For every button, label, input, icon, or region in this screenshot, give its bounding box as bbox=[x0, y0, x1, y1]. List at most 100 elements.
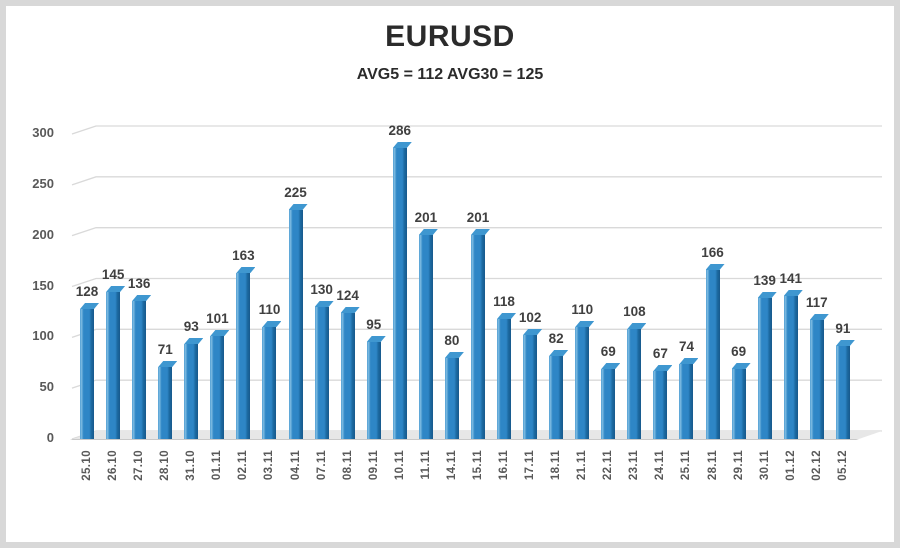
bar-value-label: 95 bbox=[366, 317, 382, 332]
bar-slot: 166 bbox=[700, 118, 726, 439]
x-tick-label: 07.11 bbox=[315, 450, 328, 481]
bar-slot: 118 bbox=[491, 118, 517, 439]
y-tick-label: 200 bbox=[32, 226, 54, 242]
bar-slot: 136 bbox=[126, 118, 152, 439]
x-tick-label: 30.11 bbox=[758, 450, 771, 481]
x-tick-cell: 29.11 bbox=[726, 450, 752, 520]
x-tick-label: 16.11 bbox=[498, 450, 511, 481]
x-tick-label: 21.11 bbox=[576, 450, 589, 481]
bar-slot: 74 bbox=[673, 118, 699, 439]
x-tick-cell: 14.11 bbox=[439, 450, 465, 520]
x-tick-cell: 27.10 bbox=[126, 450, 152, 520]
bars-container: 128 145 136 71 93 101 163 110 225 130 124 95 286 201 8… bbox=[74, 118, 856, 439]
bar-value-label: 91 bbox=[835, 321, 851, 336]
bar bbox=[627, 329, 642, 439]
bar bbox=[523, 335, 538, 439]
bar-value-label: 117 bbox=[805, 295, 828, 310]
x-tick-label: 24.11 bbox=[654, 450, 667, 481]
bar bbox=[470, 235, 485, 439]
x-tick-cell: 25.10 bbox=[74, 450, 100, 520]
bar-slot: 95 bbox=[361, 118, 387, 439]
bar-slot: 286 bbox=[387, 118, 413, 439]
x-tick-cell: 03.11 bbox=[256, 450, 282, 520]
x-tick-cell: 16.11 bbox=[491, 450, 517, 520]
bar bbox=[80, 309, 95, 439]
bar-value-label: 163 bbox=[232, 248, 255, 263]
bar-value-label: 136 bbox=[127, 276, 151, 291]
bar-value-label: 124 bbox=[336, 288, 359, 303]
bar bbox=[314, 307, 329, 439]
bar-value-label: 110 bbox=[258, 302, 281, 317]
bar-slot: 69 bbox=[595, 118, 621, 439]
bar bbox=[236, 273, 251, 439]
bar bbox=[444, 358, 459, 439]
y-tick-label: 50 bbox=[39, 379, 54, 395]
x-tick-cell: 26.10 bbox=[100, 450, 126, 520]
x-tick-label: 11.11 bbox=[419, 450, 432, 480]
y-tick-label: 250 bbox=[32, 175, 54, 191]
x-tick-label: 29.11 bbox=[732, 450, 745, 481]
bar bbox=[340, 313, 355, 439]
bar-slot: 124 bbox=[335, 118, 361, 439]
x-tick-cell: 28.10 bbox=[152, 450, 178, 520]
x-tick-label: 15.11 bbox=[471, 450, 484, 481]
x-tick-label: 08.11 bbox=[341, 450, 354, 481]
x-tick-cell: 08.11 bbox=[335, 450, 361, 520]
bar-value-label: 67 bbox=[652, 346, 668, 361]
bar-slot: 225 bbox=[283, 118, 309, 439]
bar bbox=[262, 327, 277, 439]
bar-slot: 145 bbox=[100, 118, 126, 439]
bar-value-label: 128 bbox=[75, 284, 99, 299]
x-tick-label: 22.11 bbox=[602, 450, 615, 481]
bar bbox=[575, 327, 590, 439]
x-tick-cell: 17.11 bbox=[517, 450, 543, 520]
x-tick-cell: 15.11 bbox=[465, 450, 491, 520]
x-tick-cell: 22.11 bbox=[595, 450, 621, 520]
bar-value-label: 82 bbox=[548, 331, 564, 346]
x-tick-label: 28.10 bbox=[159, 450, 172, 481]
bar-value-label: 101 bbox=[206, 311, 229, 326]
x-tick-label: 25.11 bbox=[680, 450, 693, 481]
plot-area: 0 50 100 150 200 250 300 128 145 136 71 93 101 163 11… bbox=[32, 118, 884, 548]
y-tick-label: 150 bbox=[32, 277, 54, 293]
bar-value-label: 139 bbox=[753, 273, 776, 288]
bar-slot: 163 bbox=[230, 118, 256, 439]
x-tick-cell: 02.11 bbox=[230, 450, 256, 520]
bar bbox=[549, 356, 564, 439]
chart-subtitle: AVG5 = 112 AVG30 = 125 bbox=[356, 66, 544, 83]
bar bbox=[705, 270, 720, 439]
bar-slot: 201 bbox=[465, 118, 491, 439]
bar-slot: 108 bbox=[621, 118, 647, 439]
bar-value-label: 118 bbox=[493, 294, 515, 309]
bar-value-label: 166 bbox=[701, 245, 724, 260]
bar bbox=[392, 148, 407, 439]
bar bbox=[497, 319, 512, 439]
x-tick-label: 18.11 bbox=[550, 450, 563, 481]
bar bbox=[418, 235, 433, 439]
x-tick-cell: 01.12 bbox=[778, 450, 804, 520]
bar-value-label: 69 bbox=[600, 344, 616, 359]
y-tick-label: 300 bbox=[32, 125, 54, 140]
x-tick-label: 31.10 bbox=[185, 450, 198, 481]
bar-slot: 117 bbox=[804, 118, 830, 439]
x-tick-label: 02.11 bbox=[237, 450, 250, 481]
bar-slot: 139 bbox=[752, 118, 778, 439]
bar-value-label: 286 bbox=[388, 123, 412, 138]
x-tick-cell: 28.11 bbox=[700, 450, 726, 520]
y-tick-label: 0 bbox=[46, 430, 54, 445]
bar bbox=[288, 210, 303, 439]
y-axis: 0 50 100 150 200 250 300 bbox=[8, 118, 60, 458]
bar-value-label: 145 bbox=[101, 267, 125, 282]
x-tick-cell: 01.11 bbox=[204, 450, 230, 520]
gridline bbox=[71, 227, 882, 237]
bar-slot: 141 bbox=[778, 118, 804, 439]
x-tick-label: 17.11 bbox=[524, 450, 537, 481]
bar-slot: 82 bbox=[543, 118, 569, 439]
bar bbox=[757, 298, 772, 439]
bar-slot: 71 bbox=[152, 118, 178, 439]
bar bbox=[184, 344, 199, 439]
bar-slot: 130 bbox=[309, 118, 335, 439]
bar-slot: 69 bbox=[726, 118, 752, 439]
bar-slot: 93 bbox=[178, 118, 204, 439]
x-axis: 25.10 26.10 27.10 28.10 31.10 01.11 02.11 03.11… bbox=[74, 450, 856, 520]
